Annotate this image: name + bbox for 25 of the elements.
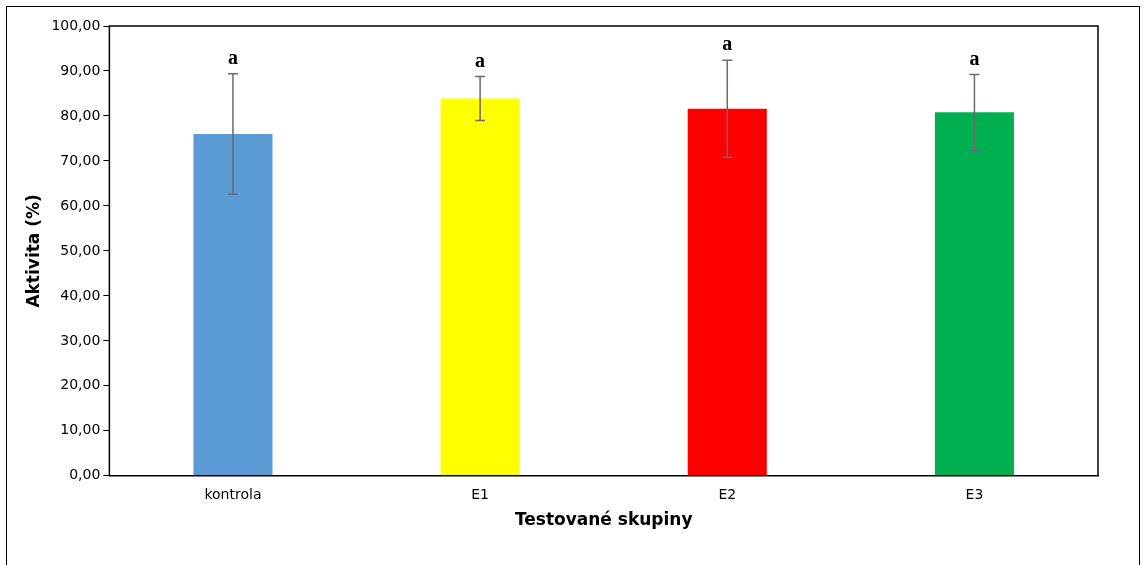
bar <box>440 98 520 476</box>
annotation: a <box>475 48 486 71</box>
y-tick-label: 70,00 <box>60 151 101 168</box>
y-tick-label: 10,00 <box>60 421 101 438</box>
y-tick-label: 100,00 <box>51 16 101 33</box>
bar <box>193 133 273 476</box>
y-axis-title: Aktivita (%) <box>22 194 43 308</box>
y-tick-label: 40,00 <box>60 286 101 303</box>
annotation: a <box>227 45 238 68</box>
y-tick-label: 60,00 <box>60 196 101 213</box>
bar <box>934 112 1014 476</box>
x-axis-title: Testované skupiny <box>514 509 693 530</box>
y-tick-label: 90,00 <box>60 61 101 78</box>
x-tick-label: E3 <box>965 485 984 502</box>
y-tick-label: 20,00 <box>60 376 101 393</box>
y-tick-label: 0,00 <box>69 466 101 483</box>
y-tick-label: 30,00 <box>60 331 101 348</box>
y-tick-label: 50,00 <box>60 241 101 258</box>
bar <box>687 108 767 476</box>
annotation: a <box>722 32 733 55</box>
x-tick-label: E1 <box>471 485 489 502</box>
x-tick-label: kontrola <box>204 485 262 502</box>
y-tick-label: 80,00 <box>60 106 101 123</box>
annotation: a <box>969 46 980 69</box>
x-tick-label: E2 <box>718 485 737 502</box>
